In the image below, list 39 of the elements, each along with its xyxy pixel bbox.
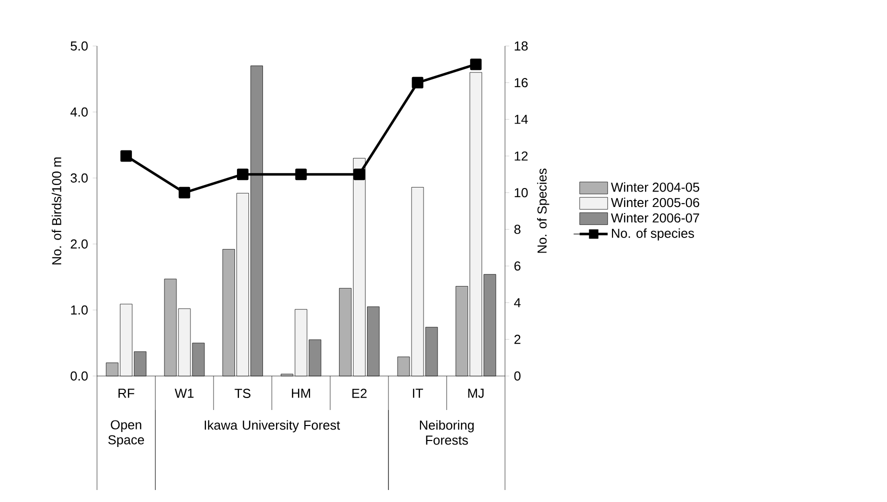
legend-label: No. of species (612, 228, 694, 240)
y2-tick-label: 6 (514, 261, 520, 271)
y2-tick-label: 16 (514, 78, 528, 88)
y-tick-label: 2.0 (70, 239, 88, 249)
y2-tick-label: 10 (514, 188, 528, 198)
legend-label: Winter 2004-05 (610, 182, 700, 192)
point (354, 168, 366, 180)
y-tick-label: 0.0 (70, 371, 88, 381)
y-tick-label: 1.0 (71, 305, 88, 315)
text: Ikawa University Forest (204, 420, 340, 432)
y-tick-label: 5.0 (70, 41, 88, 51)
legend-label: Winter 2005-06 (610, 198, 700, 208)
x-tick-label: RF (118, 388, 134, 398)
y2-tick-label: 0 (514, 371, 521, 381)
y2-tick-label: 8 (514, 224, 520, 234)
x-tick-label: HM (292, 388, 310, 398)
point (120, 150, 132, 162)
text: Neiboring Forests (420, 420, 474, 445)
x-tick-label: TS (234, 388, 250, 398)
y2-tick-label: 2 (514, 334, 520, 344)
y2-axis-title: No. of Species (537, 168, 550, 253)
x-tick-label: MJ (468, 388, 484, 398)
y-tick-label: 3.0 (70, 173, 88, 183)
point (295, 168, 307, 180)
x-tick-label: W1 (174, 388, 194, 398)
y-axis-title: No. of Birds/100 m (52, 157, 62, 264)
y2-tick-label: 14 (514, 114, 528, 124)
y-tick-label: 4.0 (70, 107, 88, 117)
x-tick-label: IT (413, 388, 424, 398)
y2-tick-label: 18 (514, 41, 528, 51)
point (412, 76, 424, 88)
text: Open Space (108, 420, 144, 447)
y2-tick-label: 12 (514, 151, 528, 161)
x-tick-label: E2 (352, 388, 367, 398)
point (236, 168, 248, 180)
legend-label: Winter 2006-07 (610, 212, 700, 223)
point (178, 186, 190, 198)
y2-tick-label: 4 (514, 298, 521, 308)
point (470, 58, 482, 70)
